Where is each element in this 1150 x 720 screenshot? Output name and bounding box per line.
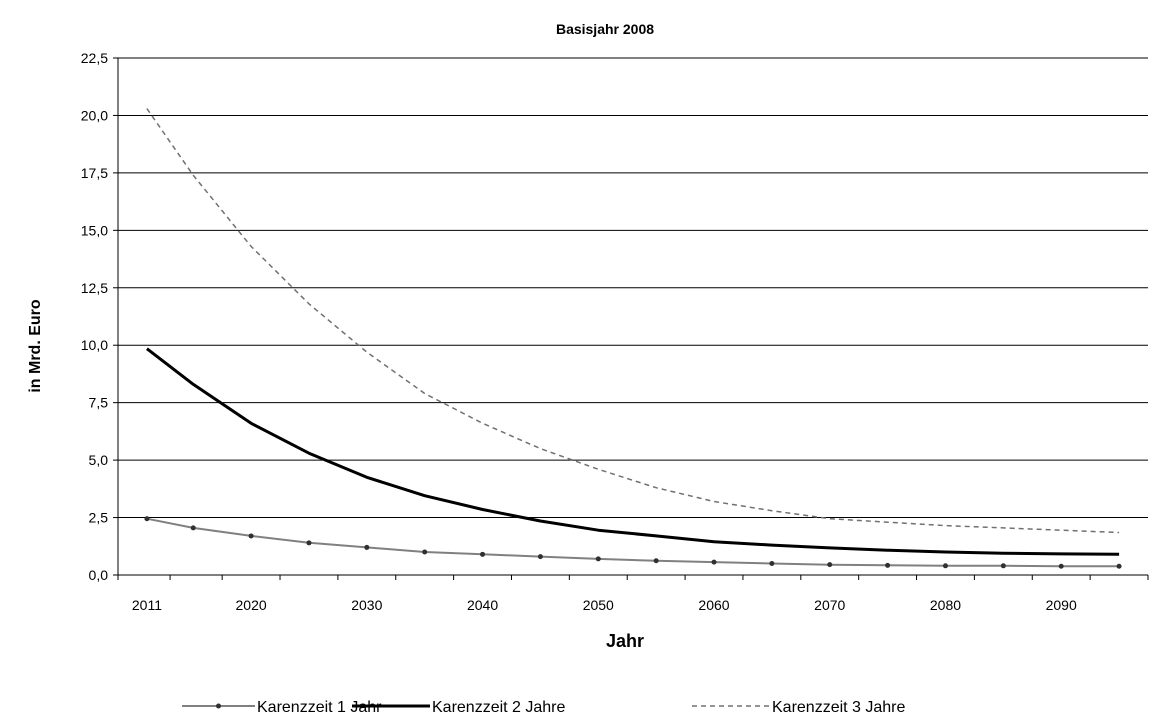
data-point [769,561,775,567]
data-point [827,562,833,568]
y-tick-label: 0,0 [89,567,109,583]
data-point [190,525,196,531]
legend-marker [216,703,221,709]
x-tick-label: 2030 [351,597,382,613]
y-tick-label: 17,5 [81,165,108,181]
data-point [942,563,948,569]
grid-lines [118,57,1148,519]
legend-label-1: Karenzzeit 1 Jahr [257,699,382,716]
data-point [422,549,428,555]
data-point [537,554,543,560]
series-line-3 [146,108,1120,534]
data-point [364,544,370,550]
y-tick-labels: 0,0 2,5 5,0 7,5 10,0 12,5 15,0 17,5 20,0 22,5 [81,50,108,583]
data-point [144,516,150,522]
data-point [1000,563,1006,569]
data-point [595,556,601,562]
data-point [480,551,486,557]
y-tick-label: 15,0 [81,222,108,238]
y-tick-label: 10,0 [81,337,108,353]
data-point [653,558,659,564]
series-group [144,108,1122,569]
data-point [248,533,254,539]
data-point [1058,563,1064,569]
y-tick-label: 5,0 [89,452,109,468]
x-tick-label: 2020 [236,597,267,613]
y-tick-label: 22,5 [81,50,108,66]
y-tick-label: 12,5 [81,280,108,296]
legend: Karenzzeit 1 Jahr Karenzzeit 2 Jahre Karen… [182,699,906,716]
axes [113,57,1149,580]
y-axis-title: in Mrd. Euro [27,299,44,393]
x-tick-labels: 2011 2020 2030 2040 2050 2060 2070 2080 2090 [132,597,1077,613]
legend-label-3: Karenzzeit 3 Jahre [772,699,906,716]
series-line-1 [146,517,1120,568]
y-tick-label: 20,0 [81,107,108,123]
x-tick-label: 2090 [1046,597,1077,613]
data-point [306,540,312,546]
x-tick-label: 2011 [132,597,162,613]
x-tick-label: 2050 [583,597,614,613]
y-tick-label: 2,5 [89,510,109,526]
data-point [1116,563,1122,569]
x-tick-label: 2040 [467,597,498,613]
series-line-2 [145,347,1120,556]
chart-title: Basisjahr 2008 [556,21,654,37]
x-tick-label: 2080 [930,597,961,613]
data-point [711,559,717,565]
data-point [885,562,891,568]
x-tick-label: 2060 [698,597,729,613]
x-axis-title: Jahr [606,631,644,651]
y-tick-label: 7,5 [89,395,109,411]
x-tick-label: 2070 [814,597,845,613]
legend-label-2: Karenzzeit 2 Jahre [432,699,566,716]
